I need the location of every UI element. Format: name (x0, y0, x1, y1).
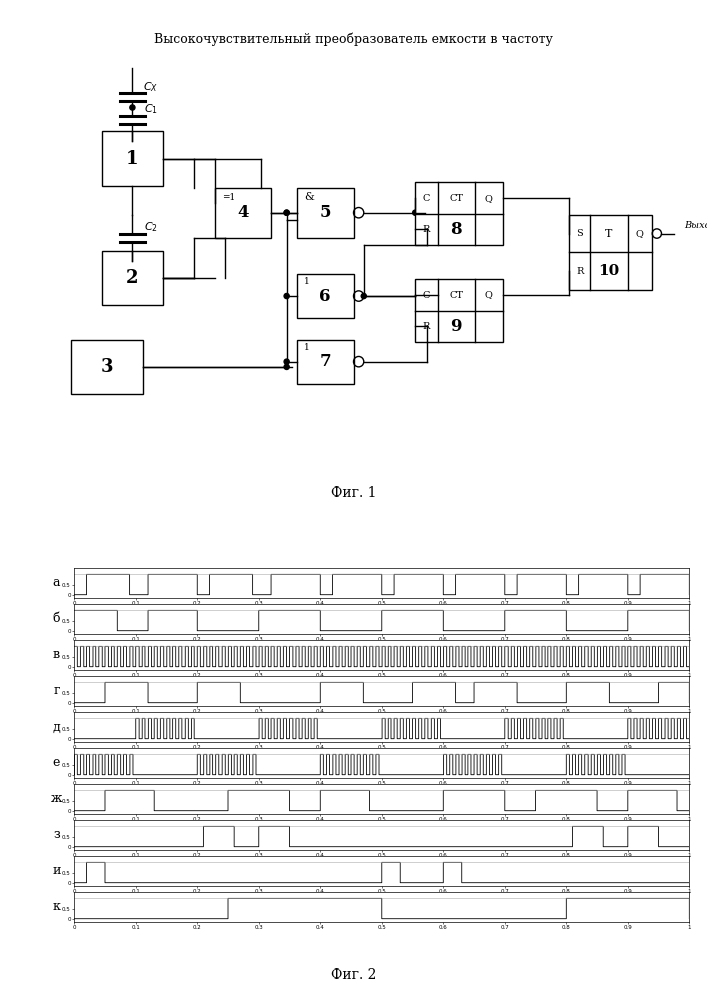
Bar (102, 251, 163, 305)
Text: $C_1$: $C_1$ (144, 103, 158, 116)
Text: д: д (53, 720, 60, 734)
Text: а: а (53, 576, 60, 589)
Text: C: C (423, 290, 430, 300)
Text: =1: =1 (222, 193, 235, 202)
Text: 8: 8 (450, 221, 462, 238)
Text: г: г (53, 684, 60, 698)
Text: 1: 1 (126, 150, 139, 168)
Text: в: в (53, 648, 60, 662)
Text: Высокочувствительный преобразователь емкости в частоту: Высокочувствительный преобразователь емк… (154, 32, 553, 45)
Text: CT: CT (450, 194, 463, 203)
Text: 1: 1 (304, 277, 310, 286)
Circle shape (284, 210, 289, 215)
Circle shape (413, 210, 418, 215)
Text: 4: 4 (238, 204, 249, 221)
Text: R: R (423, 322, 430, 331)
Text: C: C (423, 194, 430, 203)
Text: Выход: Выход (684, 221, 707, 230)
Bar (297, 188, 354, 238)
Text: 1: 1 (304, 343, 310, 352)
Circle shape (284, 359, 289, 364)
Circle shape (284, 293, 289, 299)
Bar (415, 182, 503, 245)
Text: 2: 2 (126, 269, 139, 287)
Text: Q: Q (484, 194, 492, 203)
Text: 7: 7 (320, 353, 331, 370)
Text: Фиг. 2: Фиг. 2 (331, 968, 376, 982)
Circle shape (284, 364, 289, 369)
Text: 9: 9 (450, 318, 462, 335)
Bar (415, 279, 503, 342)
Bar (297, 274, 354, 318)
Text: $C_2$: $C_2$ (144, 220, 158, 234)
Text: S: S (576, 229, 583, 238)
Text: CT: CT (450, 290, 463, 300)
Text: к: к (52, 900, 61, 914)
Text: $C_X$: $C_X$ (144, 80, 158, 94)
Text: з: з (53, 828, 60, 842)
Text: Q: Q (636, 229, 643, 238)
Text: Фиг. 1: Фиг. 1 (331, 486, 376, 500)
Circle shape (284, 210, 289, 215)
Text: R: R (576, 267, 583, 276)
Circle shape (361, 293, 366, 299)
Text: T: T (605, 229, 612, 239)
Text: Q: Q (484, 290, 492, 300)
Circle shape (130, 105, 135, 110)
Text: е: е (53, 756, 60, 770)
Bar (102, 131, 163, 186)
Bar (297, 340, 354, 384)
Text: и: и (52, 864, 61, 878)
Text: R: R (423, 225, 430, 234)
Text: &: & (304, 192, 314, 202)
Bar (569, 215, 652, 290)
Text: 10: 10 (598, 264, 619, 278)
Text: б: б (53, 612, 60, 626)
Text: 5: 5 (320, 204, 331, 221)
Bar (71, 340, 143, 394)
Bar (215, 188, 271, 238)
Text: 3: 3 (100, 358, 113, 376)
Text: ж: ж (51, 792, 62, 806)
Text: 6: 6 (320, 288, 331, 305)
